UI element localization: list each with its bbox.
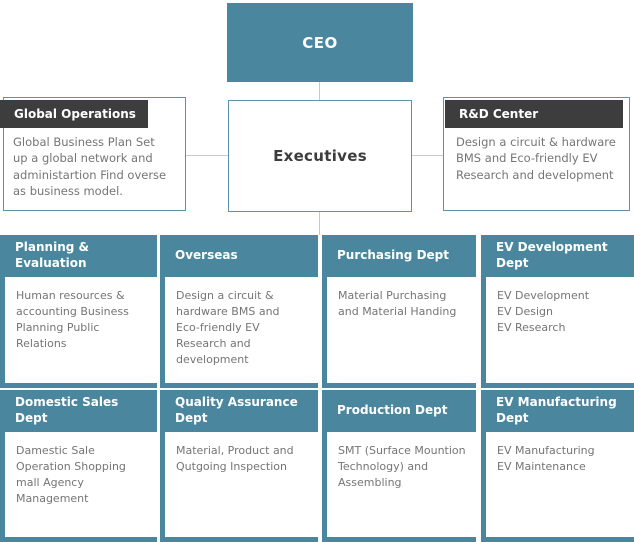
dept-card-production[interactable]: Production Dept SMT (Surface Mountion Te… bbox=[322, 390, 476, 542]
dept-card-title: Quality Assurance Dept bbox=[160, 390, 318, 432]
dept-card-description: Material, Product and Qutgoing Inspectio… bbox=[160, 432, 318, 537]
dept-card-overseas[interactable]: Overseas Design a circuit & hardware BMS… bbox=[160, 235, 318, 388]
ceo-label: CEO bbox=[302, 33, 338, 52]
card-accent-bar bbox=[481, 383, 634, 388]
dept-card-title: Purchasing Dept bbox=[322, 235, 476, 277]
dept-card-ev-development[interactable]: EV Development Dept EV Development EV De… bbox=[481, 235, 634, 388]
executives-node[interactable]: Executives bbox=[228, 100, 412, 212]
dept-card-title: Planning & Evaluation bbox=[0, 235, 157, 277]
connector-executives-global-operations bbox=[186, 155, 228, 156]
dept-card-purchasing[interactable]: Purchasing Dept Material Purchasing and … bbox=[322, 235, 476, 388]
connector-executives-rnd-center bbox=[412, 155, 443, 156]
dept-card-description: EV Manufacturing EV Maintenance bbox=[481, 432, 634, 537]
dept-card-title: Domestic Sales Dept bbox=[0, 390, 157, 432]
dept-card-title: EV Manufacturing Dept bbox=[481, 390, 634, 432]
connector-executives-departments bbox=[319, 212, 320, 235]
dept-card-description: EV Development EV Design EV Research bbox=[481, 277, 634, 383]
connector-ceo-executives bbox=[319, 82, 320, 100]
dept-card-title: Production Dept bbox=[322, 390, 476, 432]
dept-card-planning-evaluation[interactable]: Planning & Evaluation Human resources & … bbox=[0, 235, 157, 388]
card-accent-bar bbox=[481, 537, 634, 542]
dept-card-quality-assurance[interactable]: Quality Assurance Dept Material, Product… bbox=[160, 390, 318, 542]
card-accent-bar bbox=[0, 537, 157, 542]
rnd-center-description: Design a circuit & hardware BMS and Eco-… bbox=[456, 135, 616, 182]
dept-card-description: Design a circuit & hardware BMS and Eco-… bbox=[160, 277, 318, 383]
rnd-center-title: R&D Center bbox=[445, 100, 623, 128]
dept-card-description: SMT (Surface Mountion Technology) and As… bbox=[322, 432, 476, 537]
dept-card-title: Overseas bbox=[160, 235, 318, 277]
card-accent-bar bbox=[0, 383, 157, 388]
ceo-node[interactable]: CEO bbox=[227, 3, 413, 82]
card-accent-bar bbox=[160, 537, 318, 542]
global-operations-description: Global Business Plan Set up a global net… bbox=[13, 135, 167, 198]
dept-card-ev-manufacturing[interactable]: EV Manufacturing Dept EV Manufacturing E… bbox=[481, 390, 634, 542]
card-accent-bar bbox=[322, 537, 476, 542]
executives-label: Executives bbox=[273, 147, 367, 165]
global-operations-title: Global Operations bbox=[0, 100, 148, 128]
dept-card-title: EV Development Dept bbox=[481, 235, 634, 277]
card-accent-bar bbox=[322, 383, 476, 388]
dept-card-description: Material Purchasing and Material Handing bbox=[322, 277, 476, 383]
dept-card-description: Human resources & accounting Business Pl… bbox=[0, 277, 157, 383]
dept-card-domestic-sales[interactable]: Domestic Sales Dept Damestic Sale Operat… bbox=[0, 390, 157, 542]
card-accent-bar bbox=[160, 383, 318, 388]
dept-card-description: Damestic Sale Operation Shopping mall Ag… bbox=[0, 432, 157, 537]
